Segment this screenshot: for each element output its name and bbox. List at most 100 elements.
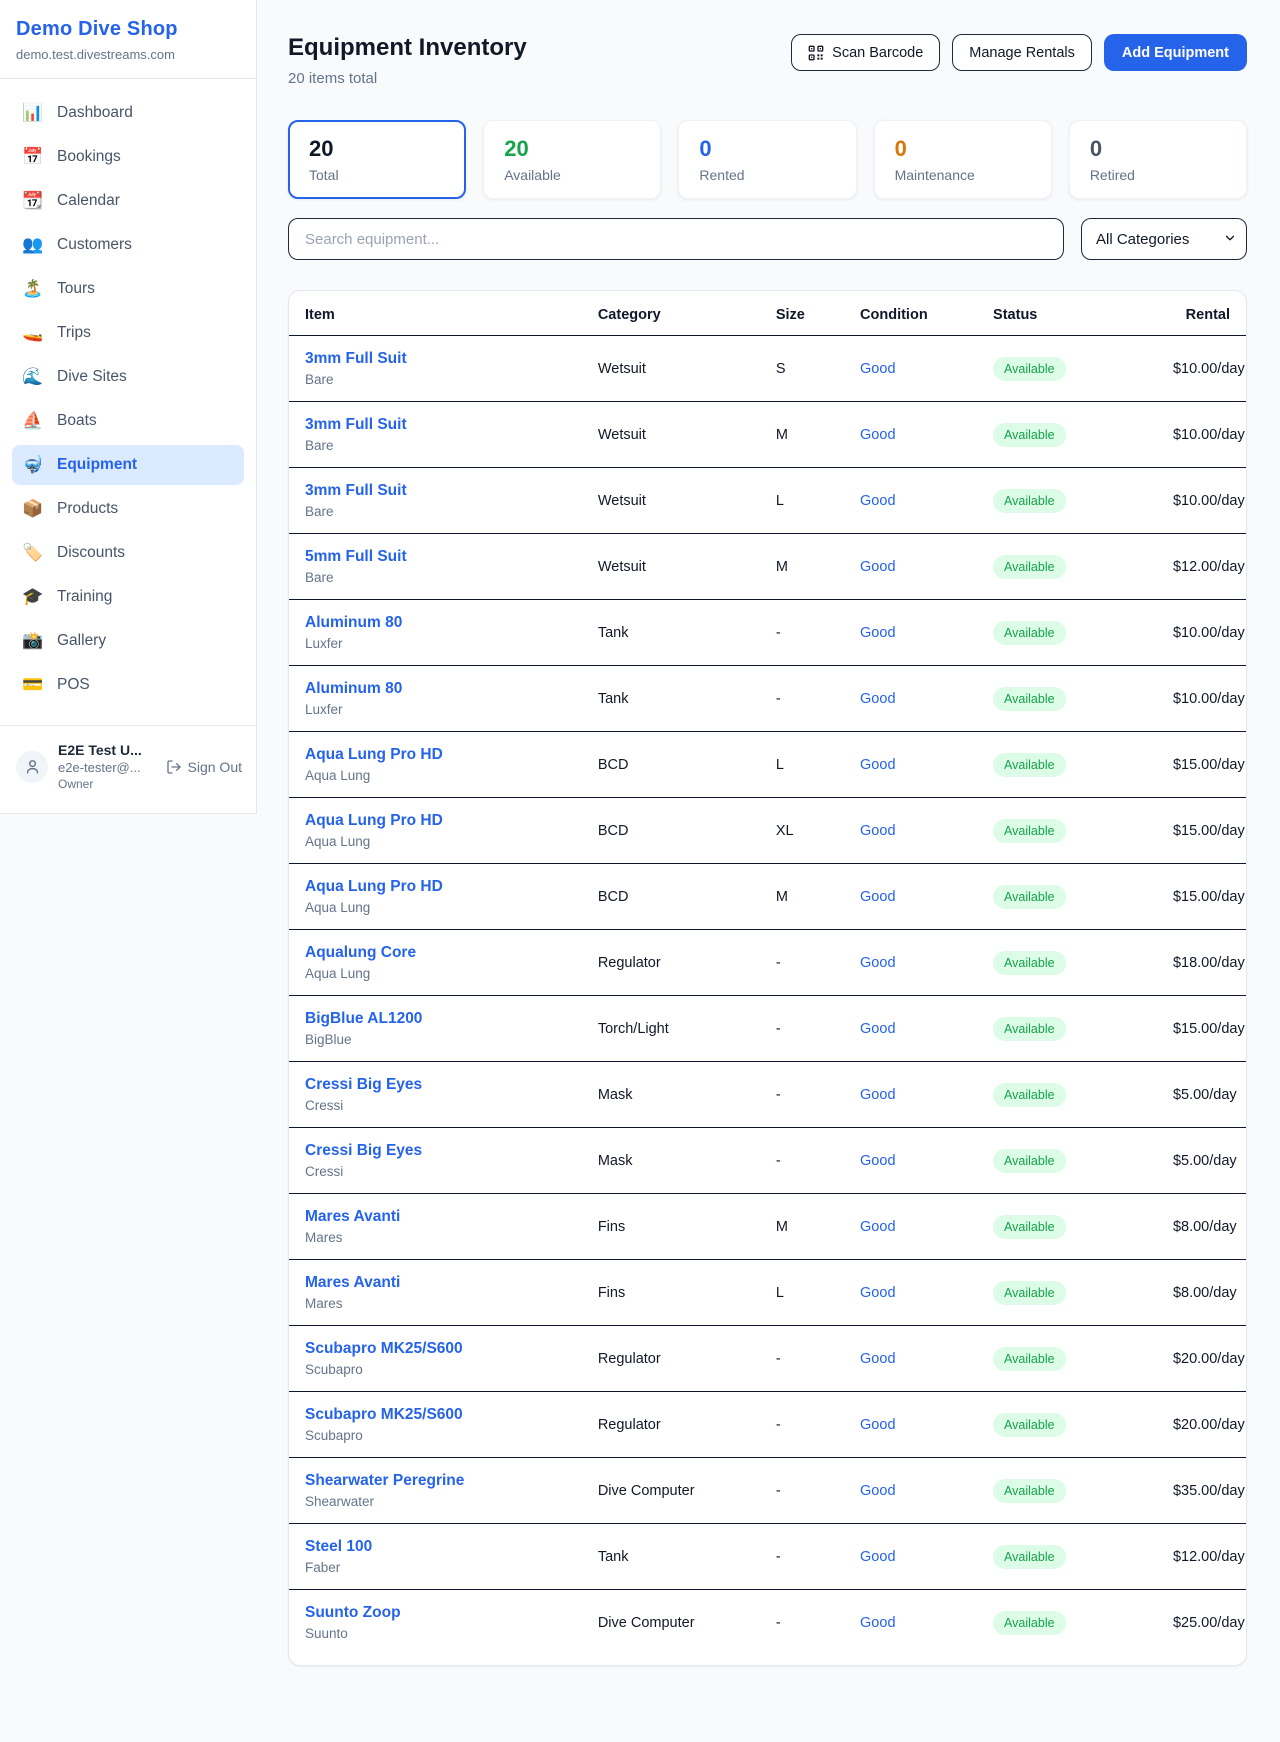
item-name-link[interactable]: Aqua Lung Pro HD xyxy=(305,746,443,763)
user-name: E2E Test U... xyxy=(58,742,142,758)
rental-cell: $18.00/day xyxy=(1156,929,1246,996)
size-cell: XL xyxy=(759,797,845,864)
sidebar-item-trips[interactable]: 🚤 Trips xyxy=(12,313,244,353)
sign-out-button[interactable]: Sign Out xyxy=(166,759,242,775)
stat-card-retired[interactable]: 0 Retired xyxy=(1068,120,1248,199)
item-name-link[interactable]: Aqua Lung Pro HD xyxy=(305,878,443,895)
category-cell: Torch/Light xyxy=(581,995,760,1062)
shop-name[interactable]: Demo Dive Shop xyxy=(16,18,178,40)
stat-value-retired: 0 xyxy=(1089,136,1103,161)
condition-cell: Good xyxy=(844,533,978,600)
item-name-link[interactable]: Aluminum 80 xyxy=(305,614,403,631)
category-cell: Tank xyxy=(581,1523,760,1590)
status-badge: Available xyxy=(993,1544,1066,1569)
sidebar-item-dive-sites[interactable]: 🌊 Dive Sites xyxy=(12,357,244,397)
stat-label-retired: Retired xyxy=(1089,167,1135,183)
sidebar-item-pos[interactable]: 💳 POS xyxy=(12,665,244,705)
sidebar-item-label: Dive Sites xyxy=(57,368,127,385)
table-row: Aluminum 80 Luxfer Tank - Good Available $10.0… xyxy=(289,665,1246,732)
sidebar-item-bookings[interactable]: 📅 Bookings xyxy=(12,137,244,177)
people-icon: 👥 xyxy=(22,235,44,254)
scan-barcode-button[interactable]: Scan Barcode xyxy=(791,34,941,71)
condition-cell: Good xyxy=(844,1457,978,1524)
manage-rentals-button[interactable]: Manage Rentals xyxy=(952,34,1092,71)
item-cell: Cressi Big Eyes Cressi xyxy=(289,1127,582,1194)
item-cell: Scubapro MK25/S600 Scubapro xyxy=(289,1325,582,1392)
add-equipment-button[interactable]: Add Equipment xyxy=(1103,34,1247,71)
item-name-link[interactable]: Shearwater Peregrine xyxy=(305,1472,465,1489)
item-name-link[interactable]: BigBlue AL1200 xyxy=(305,1010,423,1027)
item-name-link[interactable]: Cressi Big Eyes xyxy=(305,1142,423,1159)
sidebar-item-label: Bookings xyxy=(57,148,121,165)
item-name-link[interactable]: 3mm Full Suit xyxy=(305,416,407,433)
status-badge: Available xyxy=(993,1082,1066,1107)
scan-barcode-label: Scan Barcode xyxy=(832,44,924,61)
item-name-link[interactable]: Suunto Zoop xyxy=(305,1604,401,1621)
item-name-link[interactable]: Aluminum 80 xyxy=(305,680,403,697)
rental-cell: $25.00/day xyxy=(1156,1589,1246,1655)
status-cell: Available xyxy=(977,731,1157,798)
sidebar-item-customers[interactable]: 👥 Customers xyxy=(12,225,244,265)
condition-cell: Good xyxy=(844,1259,978,1326)
sailboat-icon: ⛵ xyxy=(22,411,44,430)
sidebar-item-dashboard[interactable]: 📊 Dashboard xyxy=(12,93,244,133)
stat-card-available[interactable]: 20 Available xyxy=(483,120,662,199)
status-cell: Available xyxy=(977,995,1157,1062)
sidebar-item-discounts[interactable]: 🏷️ Discounts xyxy=(12,533,244,573)
category-select[interactable]: All Categories xyxy=(1081,218,1247,260)
condition-cell: Good xyxy=(844,863,978,930)
sidebar-item-calendar[interactable]: 📆 Calendar xyxy=(12,181,244,221)
rental-cell: $10.00/day xyxy=(1156,467,1246,534)
condition-cell: Good xyxy=(844,1589,978,1655)
equipment-table-card: Item Category Size Condition Status Rental 3m… xyxy=(288,290,1247,1666)
status-badge: Available xyxy=(993,1346,1066,1371)
condition-value: Good xyxy=(860,756,896,773)
items-total: 20 items total xyxy=(288,70,378,87)
condition-value: Good xyxy=(860,1284,896,1301)
item-name-link[interactable]: 5mm Full Suit xyxy=(305,548,407,565)
condition-value: Good xyxy=(860,1482,896,1499)
sidebar-item-tours[interactable]: 🏝️ Tours xyxy=(12,269,244,309)
item-name-link[interactable]: Mares Avanti xyxy=(305,1208,401,1225)
category-cell: Fins xyxy=(581,1193,760,1260)
stat-card-maintenance[interactable]: 0 Maintenance xyxy=(873,120,1052,199)
item-name-link[interactable]: 3mm Full Suit xyxy=(305,350,407,367)
sidebar-item-label: Gallery xyxy=(57,632,107,649)
tear-off-calendar-icon: 📆 xyxy=(22,191,44,210)
sidebar-item-boats[interactable]: ⛵ Boats xyxy=(12,401,244,441)
graduation-cap-icon: 🎓 xyxy=(22,587,44,606)
search-input[interactable] xyxy=(288,218,1064,260)
sidebar-item-gallery[interactable]: 📸 Gallery xyxy=(12,621,244,661)
status-badge: Available xyxy=(993,818,1066,843)
condition-cell: Good xyxy=(844,1193,978,1260)
sidebar-item-label: Boats xyxy=(57,412,97,429)
size-cell: - xyxy=(759,1391,845,1458)
stat-card-total[interactable]: 20 Total xyxy=(288,120,467,199)
status-badge: Available xyxy=(993,1148,1066,1173)
item-name-link[interactable]: Aqualung Core xyxy=(305,944,417,961)
condition-value: Good xyxy=(860,1218,896,1235)
rental-cell: $10.00/day xyxy=(1172,360,1245,377)
rental-cell: $5.00/day xyxy=(1156,1127,1246,1194)
size-cell: - xyxy=(759,1061,845,1128)
item-name-link[interactable]: Steel 100 xyxy=(305,1538,373,1555)
sidebar-item-equipment[interactable]: 🤿 Equipment xyxy=(12,445,244,485)
sidebar-item-products[interactable]: 📦 Products xyxy=(12,489,244,529)
search-wrap xyxy=(288,218,1064,260)
filters-row: All Categories xyxy=(288,218,1247,260)
stat-card-rented[interactable]: 0 Rented xyxy=(678,120,857,199)
item-name-link[interactable]: Aqua Lung Pro HD xyxy=(305,812,443,829)
item-name-link[interactable]: Scubapro MK25/S600 xyxy=(305,1340,463,1357)
item-name-link[interactable]: Mares Avanti xyxy=(305,1274,401,1291)
sidebar-item-label: POS xyxy=(57,676,90,693)
condition-value: Good xyxy=(860,1614,896,1631)
sidebar-item-training[interactable]: 🎓 Training xyxy=(12,577,244,617)
item-name-link[interactable]: 3mm Full Suit xyxy=(305,482,407,499)
condition-cell: Good xyxy=(844,731,978,798)
condition-value: Good xyxy=(860,558,896,575)
category-cell: Dive Computer xyxy=(581,1457,760,1524)
item-name-link[interactable]: Cressi Big Eyes xyxy=(305,1076,423,1093)
rental-cell: $8.00/day xyxy=(1156,1193,1246,1260)
item-cell: Mares Avanti Mares xyxy=(289,1259,582,1326)
item-name-link[interactable]: Scubapro MK25/S600 xyxy=(305,1406,463,1423)
